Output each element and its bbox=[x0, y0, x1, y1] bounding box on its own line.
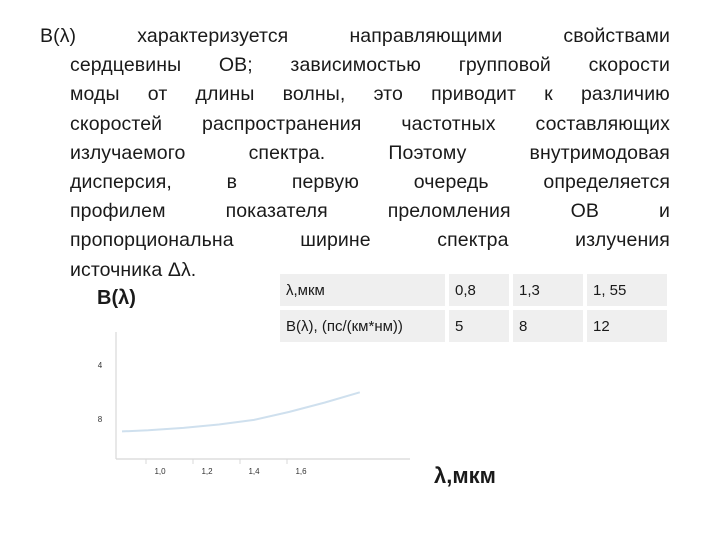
paragraph-word: скоростей bbox=[70, 112, 163, 135]
paragraph-line: сердцевины ОВ; зависимостью групповой скорос… bbox=[40, 51, 670, 80]
paragraph-word: групповой bbox=[458, 54, 551, 77]
table-cell: 1, 55 bbox=[587, 274, 667, 306]
paragraph-word: приводит bbox=[431, 83, 516, 106]
paragraph-word: очередь bbox=[413, 171, 489, 194]
paragraph-word: Поэтому bbox=[388, 141, 467, 164]
paragraph-word: это bbox=[373, 83, 403, 106]
paragraph-word: распространения bbox=[202, 112, 362, 135]
paragraph-word: спектра bbox=[437, 229, 509, 252]
table-cell: 5 bbox=[449, 310, 509, 342]
paragraph-word: первую bbox=[291, 171, 359, 194]
paragraph-line: пропорциональна ширине спектра излучения bbox=[40, 226, 670, 255]
paragraph-word: составляющих bbox=[535, 112, 670, 135]
paragraph-word: различию bbox=[580, 83, 670, 106]
paragraph-word: ОВ bbox=[570, 200, 600, 223]
paragraph-word: излучения bbox=[575, 229, 670, 252]
x-tick-label: 1,0 bbox=[154, 467, 166, 476]
table-cell: 8 bbox=[513, 310, 583, 342]
table-cell: 12 bbox=[587, 310, 667, 342]
paragraph-word: моды bbox=[70, 83, 120, 106]
paragraph-word: показателя bbox=[225, 200, 328, 223]
paragraph-word: дисперсия, bbox=[70, 171, 172, 194]
paragraph-word: ОВ; bbox=[218, 54, 253, 77]
table-row-dispersion: B(λ), (пс/(км*нм)) 5 8 12 bbox=[280, 310, 667, 342]
paragraph-word: скорости bbox=[588, 54, 670, 77]
table-cell: λ,мкм bbox=[280, 274, 445, 306]
chart-y-label: B(λ) bbox=[97, 287, 136, 309]
x-tick-label: 1,2 bbox=[201, 467, 213, 476]
table-cell: 0,8 bbox=[449, 274, 509, 306]
paragraph-word: излучаемого bbox=[70, 141, 186, 164]
paragraph-word: ширине bbox=[300, 229, 371, 252]
paragraph-word: характеризуется bbox=[137, 25, 289, 47]
paragraph-word: направляющими bbox=[349, 25, 503, 47]
paragraph-word: определяется bbox=[543, 171, 670, 194]
table-cell: 1,3 bbox=[513, 274, 583, 306]
paragraph-word: свойствами bbox=[563, 25, 670, 47]
paragraph-word: источника Δλ. bbox=[70, 258, 197, 281]
paragraph-word: волны, bbox=[282, 83, 346, 106]
paragraph-word: к bbox=[544, 83, 553, 106]
paragraph-line: моды от длины волны, это приводит к различию bbox=[40, 80, 670, 109]
paragraph-line: излучаемого спектра. Поэтому внутримодовая bbox=[40, 139, 670, 168]
table-cell: B(λ), (пс/(км*нм)) bbox=[280, 310, 445, 342]
paragraph-word: внутримодовая bbox=[529, 141, 670, 164]
paragraph-word: длины bbox=[195, 83, 255, 106]
paragraph-word: спектра. bbox=[248, 141, 326, 164]
paragraph-line: дисперсия, в первую очередь определяется bbox=[40, 168, 670, 197]
dispersion-table: λ,мкм 0,8 1,3 1, 55 B(λ), (пс/(км*нм)) 5… bbox=[276, 270, 671, 346]
paragraph-word: пропорциональна bbox=[70, 229, 234, 252]
y-tick-label: 4 bbox=[98, 361, 103, 370]
paragraph-word: и bbox=[658, 200, 670, 223]
table-row-wavelength: λ,мкм 0,8 1,3 1, 55 bbox=[280, 274, 667, 306]
paragraph-line: B(λ) характеризуется направляющими свойства… bbox=[40, 22, 670, 51]
paragraph-line: профилем показателя преломления ОВ и bbox=[40, 197, 670, 226]
paragraph-word: профилем bbox=[70, 200, 166, 223]
paragraph-word: в bbox=[226, 171, 238, 194]
chart-x-label: λ,мкм bbox=[434, 463, 496, 488]
x-tick-label: 1,4 bbox=[248, 467, 260, 476]
paragraph-word: преломления bbox=[387, 200, 511, 223]
description-paragraph: B(λ) характеризуется направляющими свойства… bbox=[40, 22, 670, 285]
series-line bbox=[121, 391, 361, 433]
paragraph-word: частотных bbox=[401, 112, 496, 135]
paragraph-word: сердцевины bbox=[70, 54, 182, 77]
paragraph-word: от bbox=[147, 83, 168, 106]
x-tick-label: 1,6 bbox=[295, 467, 307, 476]
y-tick-label: 8 bbox=[98, 415, 103, 424]
paragraph-word: зависимостью bbox=[290, 54, 422, 77]
paragraph-line: скоростей распространения частотных составл… bbox=[40, 110, 670, 139]
paragraph-line: источника Δλ. bbox=[40, 256, 670, 285]
paragraph-word: B(λ) bbox=[40, 25, 77, 47]
